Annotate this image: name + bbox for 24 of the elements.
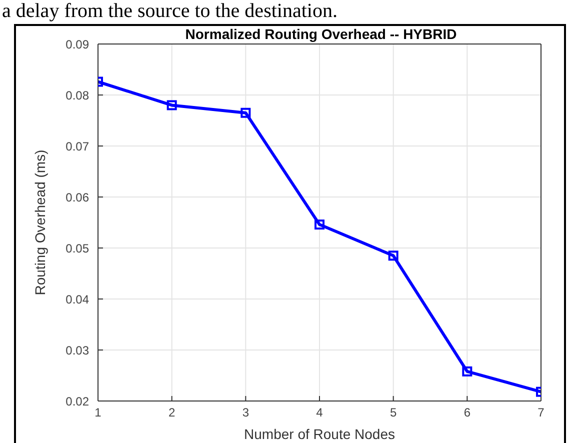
x-tick-label: 4	[316, 406, 324, 420]
x-tick-label: 6	[464, 406, 471, 420]
y-tick-label: 0.03	[66, 343, 90, 358]
point	[388, 250, 398, 261]
y-tick-label: 0.06	[66, 190, 90, 204]
y-tick-label: 0.05	[66, 241, 90, 256]
point	[314, 220, 324, 230]
text: a delay from the source to the destination.	[2, 0, 338, 22]
y-tick-label: 0.07	[66, 139, 90, 154]
y-tick-label: 0.08	[66, 88, 90, 102]
y-tick-label: 0.04	[66, 292, 90, 306]
y-tick-label: 0.02	[66, 394, 90, 408]
x-tick-label: 2	[168, 406, 176, 420]
x-tick-label: 5	[390, 406, 397, 420]
y-axis-title: Routing Overhead (ms)	[32, 150, 48, 296]
point	[166, 100, 177, 110]
y-tick-label: 0.09	[66, 37, 90, 52]
x-tick-label: 7	[538, 406, 545, 420]
x-axis-title: Number of Route Nodes	[244, 426, 395, 442]
point	[240, 108, 251, 118]
chart-title: Normalized Routing Overhead -- HYBRID	[184, 26, 458, 42]
x-tick-label: 3	[242, 406, 250, 420]
x-tick-label: 1	[94, 406, 102, 420]
point	[462, 366, 472, 376]
